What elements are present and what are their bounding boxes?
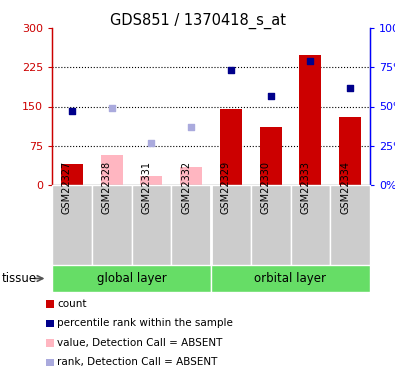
Bar [290, 185, 330, 265]
Text: percentile rank within the sample: percentile rank within the sample [57, 318, 233, 328]
Text: count: count [57, 299, 87, 309]
Text: GSM22331: GSM22331 [141, 161, 151, 214]
Text: GSM22328: GSM22328 [102, 161, 112, 214]
Bar [211, 265, 370, 292]
Point [69, 108, 75, 114]
Point [347, 85, 353, 91]
Bar [220, 109, 242, 185]
Bar [47, 300, 55, 307]
Bar [92, 185, 132, 265]
Text: GSM22330: GSM22330 [261, 161, 271, 214]
Bar [47, 358, 55, 366]
Bar [299, 55, 321, 185]
Text: global layer: global layer [97, 272, 166, 285]
Text: GSM22334: GSM22334 [340, 161, 350, 214]
Text: GSM22332: GSM22332 [181, 161, 191, 214]
Point [188, 124, 194, 130]
Bar [52, 265, 211, 292]
Point [148, 140, 154, 146]
Bar [339, 117, 361, 185]
Text: GSM22333: GSM22333 [300, 161, 310, 214]
Text: value, Detection Call = ABSENT: value, Detection Call = ABSENT [57, 338, 223, 348]
Point [228, 68, 234, 74]
Bar [132, 185, 171, 265]
Text: orbital layer: orbital layer [254, 272, 327, 285]
Bar [251, 185, 290, 265]
Bar [61, 164, 83, 185]
Bar [141, 176, 162, 185]
Bar [180, 166, 202, 185]
Text: GDS851 / 1370418_s_at: GDS851 / 1370418_s_at [109, 13, 286, 29]
Bar [260, 128, 282, 185]
Point [109, 105, 115, 111]
Point [267, 93, 274, 99]
Bar [171, 185, 211, 265]
Text: GSM22329: GSM22329 [221, 161, 231, 214]
Text: GSM22327: GSM22327 [62, 161, 72, 214]
Bar [52, 185, 92, 265]
Text: tissue: tissue [2, 272, 37, 285]
Point [307, 58, 314, 64]
Bar [47, 339, 55, 346]
Bar [330, 185, 370, 265]
Bar [47, 320, 55, 327]
Text: rank, Detection Call = ABSENT: rank, Detection Call = ABSENT [57, 357, 218, 368]
Bar [101, 154, 122, 185]
Bar [211, 185, 251, 265]
